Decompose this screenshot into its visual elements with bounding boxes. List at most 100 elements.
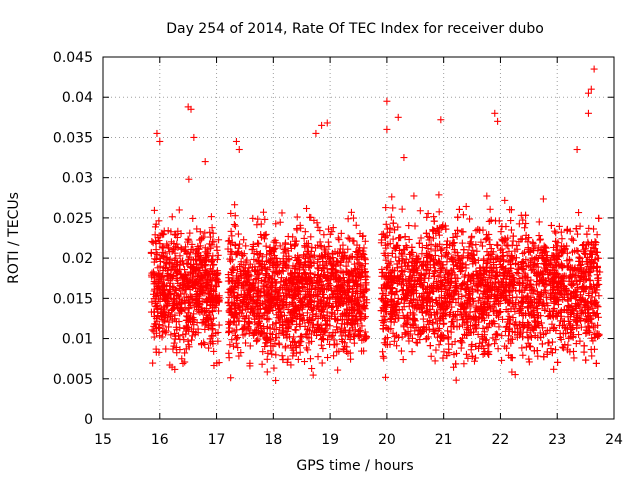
data-point <box>149 268 157 276</box>
data-point <box>350 260 358 268</box>
data-point <box>166 273 174 281</box>
data-point <box>389 204 397 212</box>
data-point-outlier <box>383 97 391 105</box>
data-point <box>569 236 577 244</box>
data-point <box>148 326 156 334</box>
data-point <box>198 340 206 348</box>
data-point <box>468 232 476 240</box>
data-point <box>501 327 509 335</box>
data-point <box>350 339 358 347</box>
data-point <box>163 240 171 248</box>
data-point <box>262 242 270 250</box>
data-point <box>160 327 168 335</box>
data-point <box>201 229 209 237</box>
data-point <box>319 345 327 353</box>
data-point <box>185 341 193 349</box>
data-point <box>492 336 500 344</box>
data-point <box>570 354 578 362</box>
data-point <box>519 351 527 359</box>
data-point <box>234 230 242 238</box>
data-point <box>536 235 544 243</box>
y-tick-label: 0.04 <box>62 90 93 106</box>
data-point <box>515 220 523 228</box>
data-point <box>408 243 416 251</box>
data-point <box>380 354 388 362</box>
data-point-outlier <box>590 65 598 73</box>
data-point <box>210 361 218 369</box>
data-point <box>382 204 390 212</box>
data-point <box>539 195 547 203</box>
data-point <box>192 300 200 308</box>
data-point <box>180 336 188 344</box>
data-point <box>507 217 515 225</box>
data-point <box>159 253 167 261</box>
data-point <box>181 297 189 305</box>
data-point <box>166 361 174 369</box>
data-point <box>260 235 268 243</box>
data-point <box>183 259 191 267</box>
data-point <box>150 333 158 341</box>
data-point <box>190 303 198 311</box>
data-point <box>427 352 435 360</box>
data-point <box>165 259 173 267</box>
data-point <box>210 287 218 295</box>
data-point <box>206 233 214 241</box>
data-point <box>590 345 598 353</box>
data-point <box>309 371 317 379</box>
data-point <box>479 324 487 332</box>
data-point <box>318 359 326 367</box>
data-point <box>240 236 248 244</box>
data-point <box>246 342 254 350</box>
data-point <box>435 341 443 349</box>
data-point <box>592 359 600 367</box>
data-point <box>227 227 235 235</box>
data-point <box>334 366 342 374</box>
data-point <box>156 285 164 293</box>
data-point <box>424 210 432 218</box>
data-point <box>278 274 286 282</box>
x-tick-label: 24 <box>605 432 623 448</box>
data-point <box>189 214 197 222</box>
data-point <box>181 271 189 279</box>
data-point <box>178 355 186 363</box>
data-point <box>346 235 354 243</box>
data-point-outlier <box>190 133 198 141</box>
y-tick-label: 0 <box>84 412 93 428</box>
data-point <box>292 326 300 334</box>
data-point <box>160 230 168 238</box>
data-point <box>154 324 162 332</box>
data-point <box>196 228 204 236</box>
data-point <box>580 348 588 356</box>
data-point <box>435 231 443 239</box>
data-point <box>547 221 555 229</box>
data-point <box>538 340 546 348</box>
data-point <box>497 228 505 236</box>
data-point <box>308 365 316 373</box>
data-point <box>152 345 160 353</box>
data-point <box>227 374 235 382</box>
data-point <box>296 348 304 356</box>
data-point <box>582 356 590 364</box>
data-point <box>193 277 201 285</box>
data-point <box>261 215 269 223</box>
data-point <box>397 347 405 355</box>
data-point <box>334 306 342 314</box>
data-point <box>435 191 443 199</box>
data-point <box>487 216 495 224</box>
data-point <box>165 289 173 297</box>
x-tick-label: 22 <box>492 432 510 448</box>
data-point <box>198 282 206 290</box>
data-point <box>588 352 596 360</box>
data-point <box>203 296 211 304</box>
data-point <box>177 230 185 238</box>
data-point <box>486 240 494 248</box>
data-point-outlier <box>383 125 391 133</box>
data-point <box>535 218 543 226</box>
data-points <box>147 65 604 384</box>
data-point <box>478 242 486 250</box>
data-point <box>260 208 268 216</box>
data-point <box>485 217 493 225</box>
data-point <box>162 345 170 353</box>
data-point <box>151 223 159 231</box>
data-point <box>175 332 183 340</box>
